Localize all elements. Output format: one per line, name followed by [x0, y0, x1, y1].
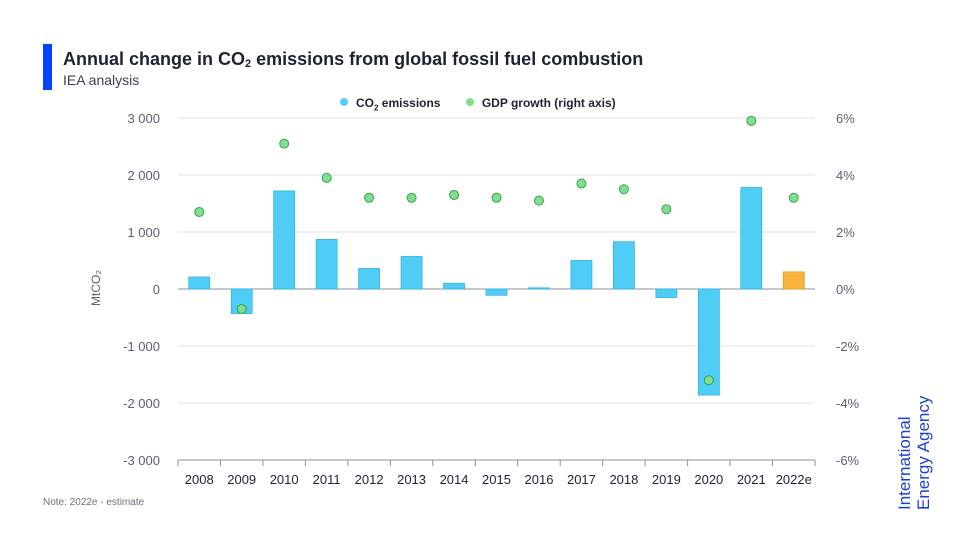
- chart-title: Annual change in CO2 emissions from glob…: [63, 49, 644, 70]
- point-gdp: [788, 192, 799, 203]
- x-tick-label: 2022e: [776, 472, 812, 487]
- bar-co2: [400, 256, 423, 290]
- x-tick-label: 2009: [227, 472, 256, 487]
- bar-co2: [188, 276, 211, 290]
- title-accent-bar: [43, 44, 52, 90]
- y2-tick-label: -2%: [836, 339, 860, 354]
- x-tick-label: 2013: [397, 472, 426, 487]
- legend-marker-co2: [340, 98, 348, 106]
- bar-co2: [358, 268, 381, 290]
- bar-co2: [443, 282, 465, 290]
- point-gdp: [746, 115, 757, 126]
- y-tick-label: -2 000: [123, 396, 160, 411]
- bar-co2: [485, 288, 508, 296]
- point-gdp: [279, 138, 290, 149]
- x-tick-label: 2017: [567, 472, 596, 487]
- legend-item-co2: CO2 emissions: [340, 96, 440, 112]
- legend-marker-gdp: [465, 98, 474, 106]
- bar-co2: [570, 260, 593, 290]
- point-gdp: [703, 375, 714, 386]
- x-tick-label: 2008: [185, 472, 214, 487]
- bar-co2: [528, 287, 550, 290]
- y2-tick-label: 2%: [836, 225, 855, 240]
- x-tick-label: 2012: [355, 472, 384, 487]
- y-axis-title: MtCO₂: [89, 270, 103, 306]
- x-tick-label: 2021: [737, 472, 766, 487]
- point-gdp: [364, 192, 375, 203]
- point-gdp: [491, 192, 502, 203]
- y2-tick-label: 4%: [836, 168, 855, 183]
- iea-logo: International Energy Agency: [895, 395, 933, 510]
- x-tick-label: 2020: [694, 472, 723, 487]
- y2-tick-label: 6%: [836, 111, 855, 126]
- x-tick-label: 2016: [525, 472, 554, 487]
- x-tick-label: 2014: [440, 472, 469, 487]
- point-gdp: [194, 207, 205, 218]
- legend-label-co2: CO2 emissions: [356, 96, 441, 113]
- point-gdp: [406, 192, 417, 203]
- x-tick-label: 2010: [270, 472, 299, 487]
- x-tick-label: 2015: [482, 472, 511, 487]
- y2-tick-label: -4%: [836, 396, 860, 411]
- point-gdp: [533, 195, 544, 206]
- y2-tick-label: -6%: [836, 453, 860, 468]
- y-tick-label: 3 000: [127, 111, 160, 126]
- footnote: Note: 2022e - estimate: [43, 497, 145, 508]
- legend-label-gdp: GDP growth (right axis): [481, 96, 616, 110]
- bar-co2: [655, 288, 678, 298]
- bar-co2: [613, 241, 635, 290]
- bar-co2: [273, 190, 296, 290]
- x-tick-label: 2018: [609, 472, 638, 487]
- x-tick-label: 2011: [313, 472, 341, 487]
- point-gdp: [236, 303, 247, 314]
- bar-co2: [697, 288, 720, 396]
- bar-co2: [740, 187, 763, 290]
- y2-tick-label: 0%: [836, 282, 855, 297]
- y-tick-label: 1 000: [127, 225, 160, 240]
- y-tick-label: -3 000: [123, 453, 160, 468]
- y-tick-label: 2 000: [127, 168, 160, 183]
- legend-item-gdp: GDP growth (right axis): [465, 96, 616, 110]
- point-gdp: [661, 204, 672, 215]
- bar-co2-estimate: [782, 271, 805, 290]
- bar-co2: [315, 239, 338, 290]
- chart-subtitle: IEA analysis: [63, 72, 140, 88]
- y-tick-label: -1 000: [123, 339, 160, 354]
- point-gdp: [618, 184, 629, 195]
- point-gdp: [449, 189, 460, 200]
- point-gdp: [576, 178, 587, 189]
- y-tick-label: 0: [153, 282, 160, 297]
- x-tick-label: 2019: [652, 472, 681, 487]
- chart-legend: CO2 emissions GDP growth (right axis): [340, 96, 638, 112]
- point-gdp: [321, 172, 332, 183]
